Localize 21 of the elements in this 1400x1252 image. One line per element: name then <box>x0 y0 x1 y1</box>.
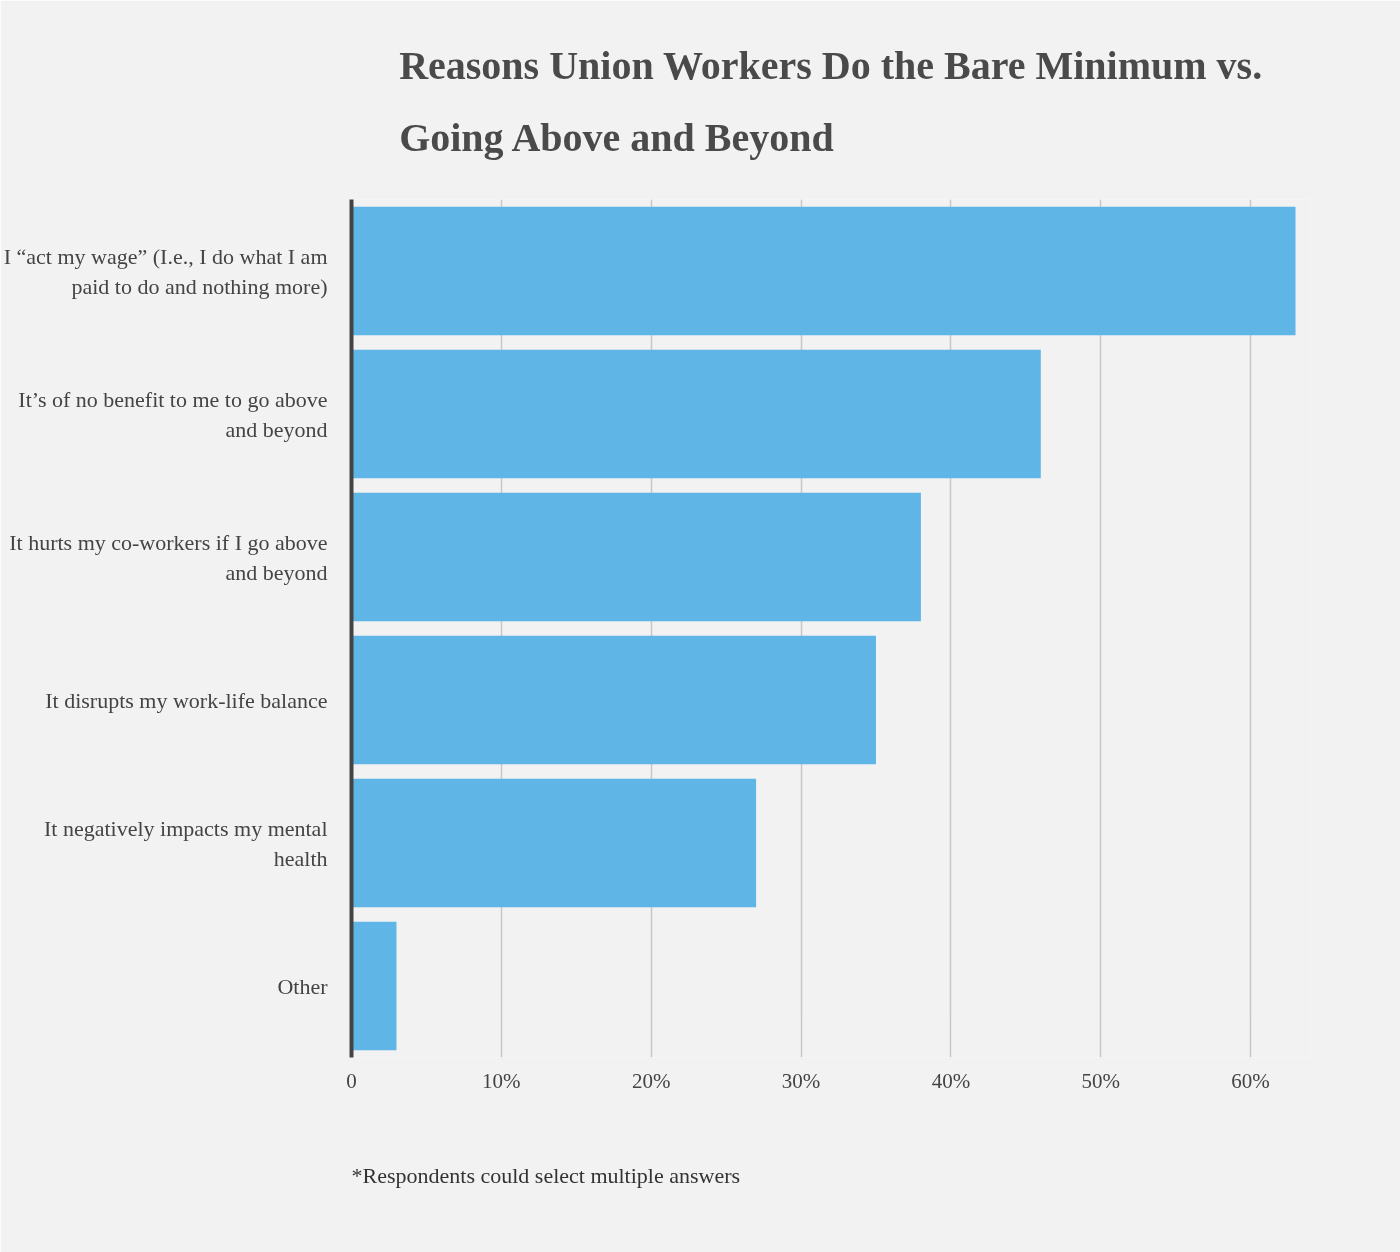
x-tick-label: 40% <box>931 1068 971 1093</box>
y-tick-label: I “act my wage” (I.e., I do what I am paid to do and nothing more) <box>3 243 328 299</box>
y-tick-label: Other <box>277 973 329 999</box>
x-tick-label: 30% <box>781 1068 821 1093</box>
chart-title: Reasons Union Workers Do the Bare Minimum vs. Going Above and Beyond <box>399 42 1263 160</box>
bar <box>351 635 876 765</box>
x-tick-label: 20% <box>631 1068 671 1093</box>
bar <box>351 349 1041 479</box>
y-tick-label: It negatively impacts my mental health <box>44 815 328 871</box>
y-tick-label: It hurts my co-workers if I go above and beyond <box>9 529 328 585</box>
x-tick-label: 50% <box>1081 1068 1120 1093</box>
bar <box>351 778 757 908</box>
text: *Respondents could select multiple answers <box>351 1162 741 1188</box>
bar <box>351 492 921 622</box>
bar <box>351 921 397 1051</box>
y-tick-label: It disrupts my work-life balance <box>45 687 328 713</box>
x-tick-label: 60% <box>1231 1068 1270 1093</box>
x-tick-label: 10% <box>482 1068 521 1093</box>
bar <box>351 206 1296 336</box>
x-tick-label: 0 <box>346 1068 357 1093</box>
y-tick-label: It’s of no benefit to me to go above and beyond <box>18 386 328 442</box>
